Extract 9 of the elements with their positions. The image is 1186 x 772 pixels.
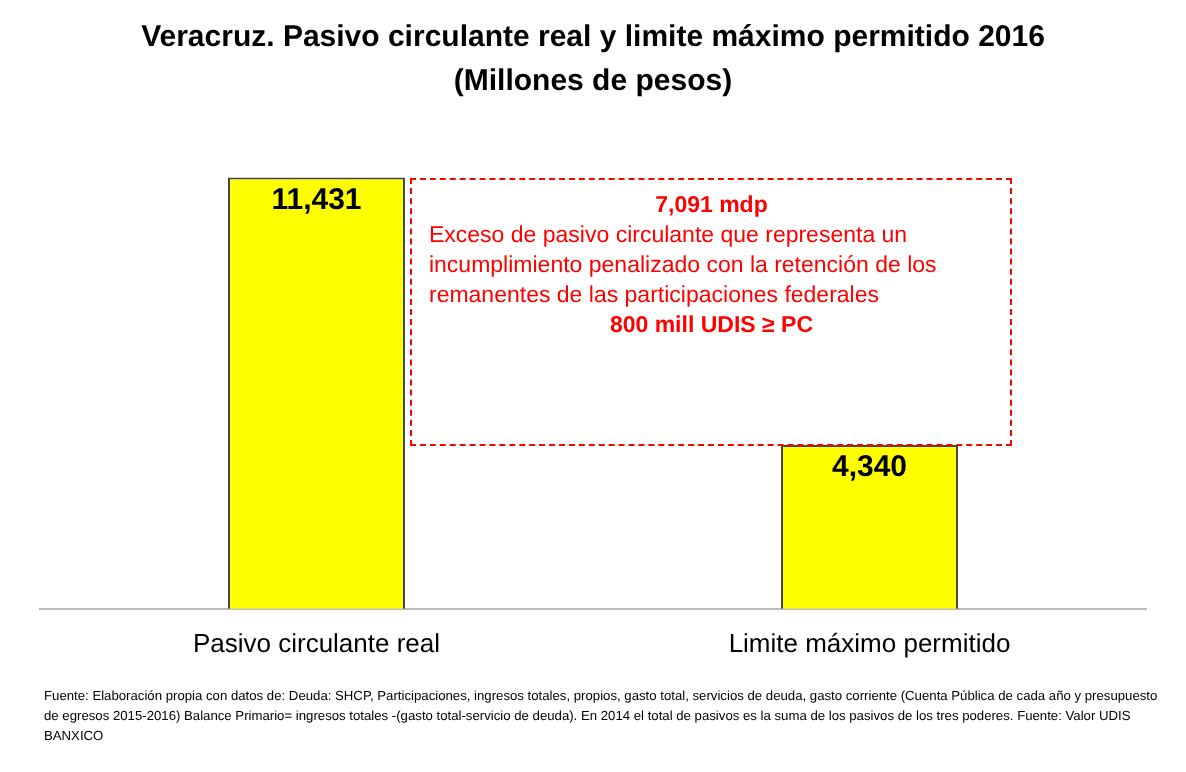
annotation: Exceso de pasivo circulante que representa un incumplimiento penalizado con la retención de los remanentes de las participaciones federales: [428, 221, 939, 312]
x-tick-label: Pasivo circulante real: [192, 627, 441, 658]
x-tick-label: Limite máximo permitido: [728, 627, 1011, 658]
dashed-box: 7,091 mdp Exceso de pasivo circulante que representa un incumplimiento penalizado con la retención de los remanentes de las participaciones federales 800 mill UDIS ≥ PC: [410, 177, 1012, 446]
annotation: 7,091 mdp: [653, 191, 770, 222]
data-label: 4,340: [831, 450, 908, 485]
data-label: 11,431: [271, 182, 362, 217]
annotation: 800 mill UDIS ≥ PC: [607, 311, 815, 342]
chart-title: Veracruz. Pasivo circulante real y limite máximo permitido 2016 (Millones de pesos): [139, 18, 1047, 102]
